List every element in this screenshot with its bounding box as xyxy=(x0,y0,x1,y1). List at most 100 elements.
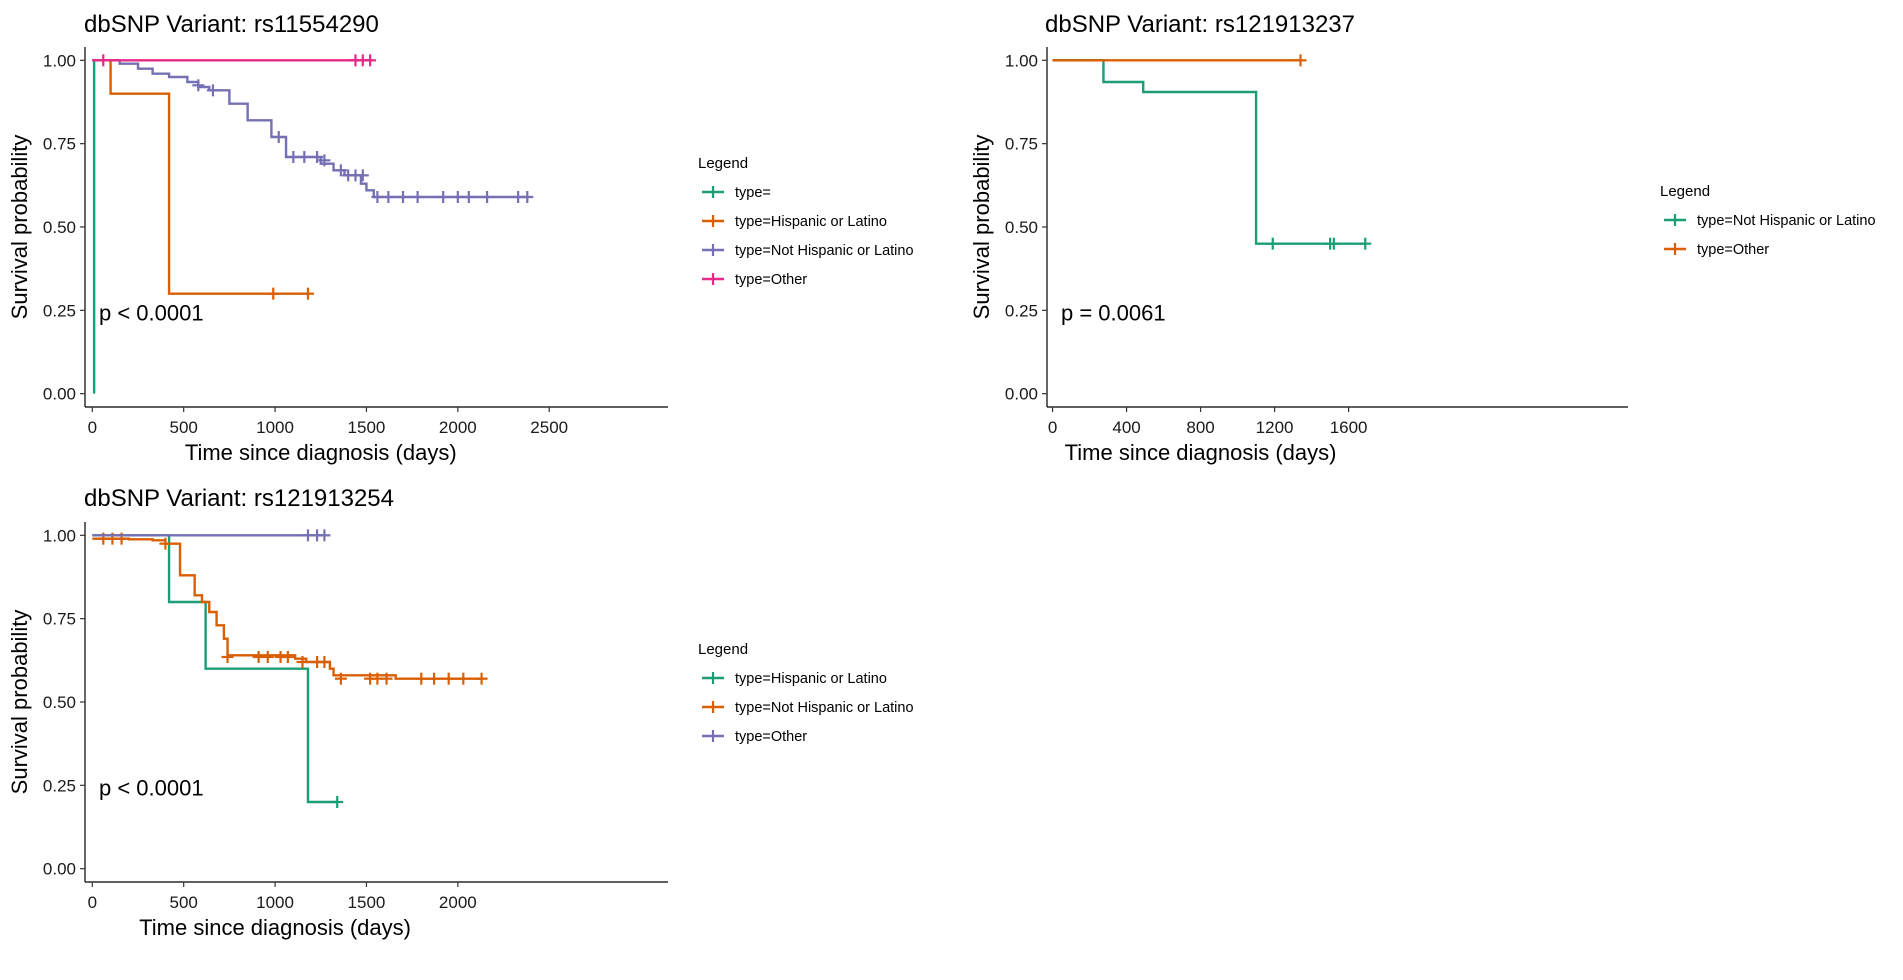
y-tick-label: 0.50 xyxy=(43,218,76,237)
x-tick-label: 0 xyxy=(88,893,97,912)
y-tick-label: 1.00 xyxy=(43,51,76,70)
chart-panel-3: dbSNP Variant: rs121913254 0.00 0.25 0.50 0.… xyxy=(7,485,914,940)
legend-label: type=Hispanic or Latino xyxy=(735,671,887,687)
censor-mark xyxy=(159,537,172,550)
censor-mark xyxy=(415,672,428,685)
legend-label: type=Hispanic or Latino xyxy=(735,214,887,230)
x-tick-label: 0 xyxy=(1048,418,1057,437)
legend-label: type= xyxy=(735,185,771,201)
legend-label: type=Not Hispanic or Latino xyxy=(1697,213,1876,229)
legend-title: Legend xyxy=(1660,183,1710,200)
y-tick-label: 0.75 xyxy=(43,135,76,154)
x-tick-label: 1200 xyxy=(1256,418,1294,437)
censor-mark xyxy=(1359,237,1372,250)
y-tick-label: 0.00 xyxy=(43,385,76,404)
y-tick-label: 0.50 xyxy=(1005,218,1038,237)
p-value-label: p < 0.0001 xyxy=(99,775,204,800)
censor-mark xyxy=(334,672,347,685)
chart-title: dbSNP Variant: rs11554290 xyxy=(84,11,379,38)
censor-mark xyxy=(1294,54,1307,67)
x-tick-label: 1000 xyxy=(256,418,294,437)
censor-mark xyxy=(1327,237,1340,250)
x-tick-label: 1000 xyxy=(256,893,294,912)
x-tick-label: 0 xyxy=(88,418,97,437)
series-line-1 xyxy=(1052,59,1366,245)
legend-item: type= xyxy=(702,185,771,201)
y-tick-label: 0.25 xyxy=(1005,301,1038,320)
x-axis-title: Time since diagnosis (days) xyxy=(139,915,411,940)
legend: Legend type= type=Hispanic or Latino type=N… xyxy=(698,155,914,288)
x-tick-label: 2500 xyxy=(530,418,568,437)
censor-mark xyxy=(318,656,331,668)
x-tick-label: 1500 xyxy=(348,893,386,912)
y-tick-label: 0.75 xyxy=(43,610,76,629)
y-tick-label: 0.75 xyxy=(1005,135,1038,154)
censor-mark xyxy=(287,151,300,163)
legend-title: Legend xyxy=(698,641,748,658)
censor-mark xyxy=(298,151,311,163)
p-value-label: p < 0.0001 xyxy=(99,300,204,325)
x-tick-label: 500 xyxy=(170,418,198,437)
censor-mark xyxy=(206,84,219,97)
legend-item: type=Not Hispanic or Latino xyxy=(702,700,914,716)
y-axis-title: Survival probability xyxy=(7,610,32,795)
chart-panel-2: dbSNP Variant: rs121913237 0.00 0.25 0.50 0.… xyxy=(969,11,1876,465)
censor-mark xyxy=(364,54,377,67)
censor-mark xyxy=(281,651,294,663)
censor-mark xyxy=(261,651,274,663)
legend-item: type=Other xyxy=(1664,242,1769,258)
censor-mark xyxy=(451,191,464,203)
censor-mark xyxy=(296,656,309,668)
legend-label: type=Not Hispanic or Latino xyxy=(735,243,914,259)
legend-label: type=Not Hispanic or Latino xyxy=(735,700,914,716)
censor-mark xyxy=(521,191,534,203)
x-tick-label: 1500 xyxy=(348,418,386,437)
chart-title: dbSNP Variant: rs121913254 xyxy=(84,485,394,512)
censor-mark xyxy=(462,191,475,203)
censor-mark xyxy=(356,169,369,182)
censor-mark xyxy=(437,191,450,203)
y-tick-label: 0.00 xyxy=(43,860,76,879)
legend-title: Legend xyxy=(698,155,748,172)
censor-mark xyxy=(318,154,331,167)
censor-mark xyxy=(331,796,344,808)
y-tick-label: 0.50 xyxy=(43,693,76,712)
legend-item: type=Not Hispanic or Latino xyxy=(702,243,914,259)
censor-mark xyxy=(1266,237,1279,250)
x-tick-label: 500 xyxy=(170,893,198,912)
series-line-2 xyxy=(92,59,310,295)
y-tick-label: 0.00 xyxy=(1005,385,1038,404)
censor-mark xyxy=(428,672,441,685)
censor-mark xyxy=(301,287,314,300)
y-tick-label: 1.00 xyxy=(1005,51,1038,70)
legend-item: type=Hispanic or Latino xyxy=(702,671,887,687)
censor-mark xyxy=(380,672,393,685)
censor-mark xyxy=(267,287,280,300)
series-line-1 xyxy=(92,534,338,804)
legend-item: type=Other xyxy=(702,272,807,288)
p-value-label: p = 0.0061 xyxy=(1061,300,1166,325)
series-line-1 xyxy=(92,59,96,394)
series-line-3 xyxy=(92,59,530,199)
censor-mark xyxy=(382,191,395,203)
censor-mark xyxy=(97,54,110,67)
censor-mark xyxy=(272,131,285,143)
censor-mark xyxy=(318,529,331,542)
legend-label: type=Other xyxy=(735,272,807,288)
legend-item: type=Hispanic or Latino xyxy=(702,214,887,230)
legend: Legend type=Not Hispanic or Latino type=Ot… xyxy=(1660,183,1876,258)
y-tick-label: 0.25 xyxy=(43,776,76,795)
x-axis-title: Time since diagnosis (days) xyxy=(185,440,457,465)
x-tick-label: 800 xyxy=(1186,418,1214,437)
legend-label: type=Other xyxy=(735,729,807,745)
y-tick-label: 0.25 xyxy=(43,301,76,320)
censor-mark xyxy=(442,672,455,685)
censor-mark xyxy=(311,151,324,163)
censor-mark xyxy=(397,191,409,203)
censor-mark xyxy=(371,191,384,203)
x-axis-title: Time since diagnosis (days) xyxy=(1065,440,1337,465)
chart-panel-1: dbSNP Variant: rs11554290 0.00 0.25 0.50 0.7… xyxy=(7,11,914,465)
y-axis-title: Survival probability xyxy=(7,135,32,320)
x-tick-label: 2000 xyxy=(439,418,477,437)
